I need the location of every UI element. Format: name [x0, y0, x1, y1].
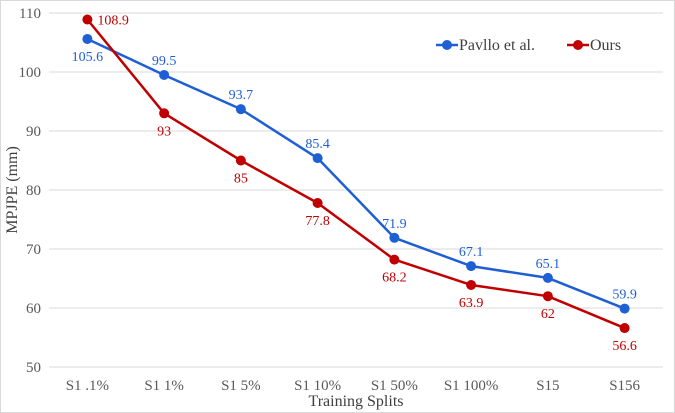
data-label: 68.2 [382, 271, 407, 286]
y-tick-label: 90 [26, 124, 41, 140]
y-tick-labels: 50 60 70 80 90 100 110 [19, 6, 42, 376]
y-tick-label: 110 [19, 6, 41, 22]
data-point [389, 254, 400, 265]
data-point [82, 14, 93, 25]
data-label: 62 [541, 307, 555, 322]
data-point [159, 69, 170, 80]
data-label: 67.1 [459, 245, 484, 260]
y-tick-label: 50 [26, 360, 41, 376]
legend-marker [573, 40, 583, 50]
series-line [86, 37, 626, 310]
y-tick-label: 80 [26, 183, 41, 199]
x-tick-label: S1 .1% [66, 378, 109, 394]
data-point [542, 291, 553, 302]
data-label: 108.9 [97, 13, 129, 28]
x-tick-label: S1 100% [444, 378, 499, 394]
data-point [312, 153, 323, 164]
series-ours: 108.9 93 85 77.8 68.2 63.9 62 56.6 [82, 13, 637, 354]
data-point [466, 279, 477, 290]
x-tick-label: S1 10% [294, 378, 341, 394]
legend-label: Ours [590, 37, 621, 54]
series-line [86, 18, 626, 330]
x-tick-labels: S1 .1% S1 1% S1 5% S1 10% S1 50% S1 100% S15 S1… [66, 378, 641, 394]
data-point [466, 261, 477, 272]
data-label: 59.9 [612, 288, 637, 303]
data-point [235, 155, 246, 166]
data-label: 85.4 [305, 137, 330, 152]
series-group: 105.6 99.5 93.7 85.4 71.9 67.1 65.1 59.9 108.9 93… [72, 13, 637, 354]
data-label: 93.7 [229, 88, 254, 103]
y-tick-label: 60 [26, 301, 41, 317]
x-axis-title: Training Splits [309, 393, 404, 410]
legend-item-ours: Ours [567, 37, 621, 54]
data-label: 105.6 [72, 50, 104, 65]
x-tick-label: S1 5% [221, 378, 261, 394]
data-label: 85 [234, 172, 248, 187]
x-tick-label: S1 1% [144, 378, 184, 394]
data-point [619, 323, 630, 334]
legend: Pavllo et al. Ours [436, 37, 621, 54]
legend-label: Pavllo et al. [459, 37, 535, 54]
data-point [235, 104, 246, 115]
data-label: 63.9 [459, 296, 484, 311]
data-point [82, 33, 93, 44]
data-label: 93 [157, 124, 171, 139]
data-label: 65.1 [536, 257, 561, 272]
gridlines [49, 12, 663, 368]
y-tick-label: 100 [19, 65, 42, 81]
data-label: 56.6 [612, 339, 637, 354]
x-tick-label: S15 [536, 378, 559, 394]
data-point [619, 303, 630, 314]
data-label: 99.5 [152, 54, 177, 69]
y-tick-label: 70 [26, 242, 41, 258]
y-axis-title: MPJPE (mm) [4, 146, 21, 234]
x-tick-label: S156 [609, 378, 640, 394]
series-pavllo: 105.6 99.5 93.7 85.4 71.9 67.1 65.1 59.9 [72, 33, 637, 314]
legend-item-pavllo: Pavllo et al. [436, 37, 535, 54]
data-label: 71.9 [382, 217, 407, 232]
data-point [159, 108, 170, 119]
data-point [389, 232, 400, 243]
data-point [312, 197, 323, 208]
data-label: 77.8 [305, 214, 330, 229]
legend-marker [442, 40, 452, 50]
x-tick-label: S1 50% [371, 378, 418, 394]
data-point [542, 272, 553, 283]
